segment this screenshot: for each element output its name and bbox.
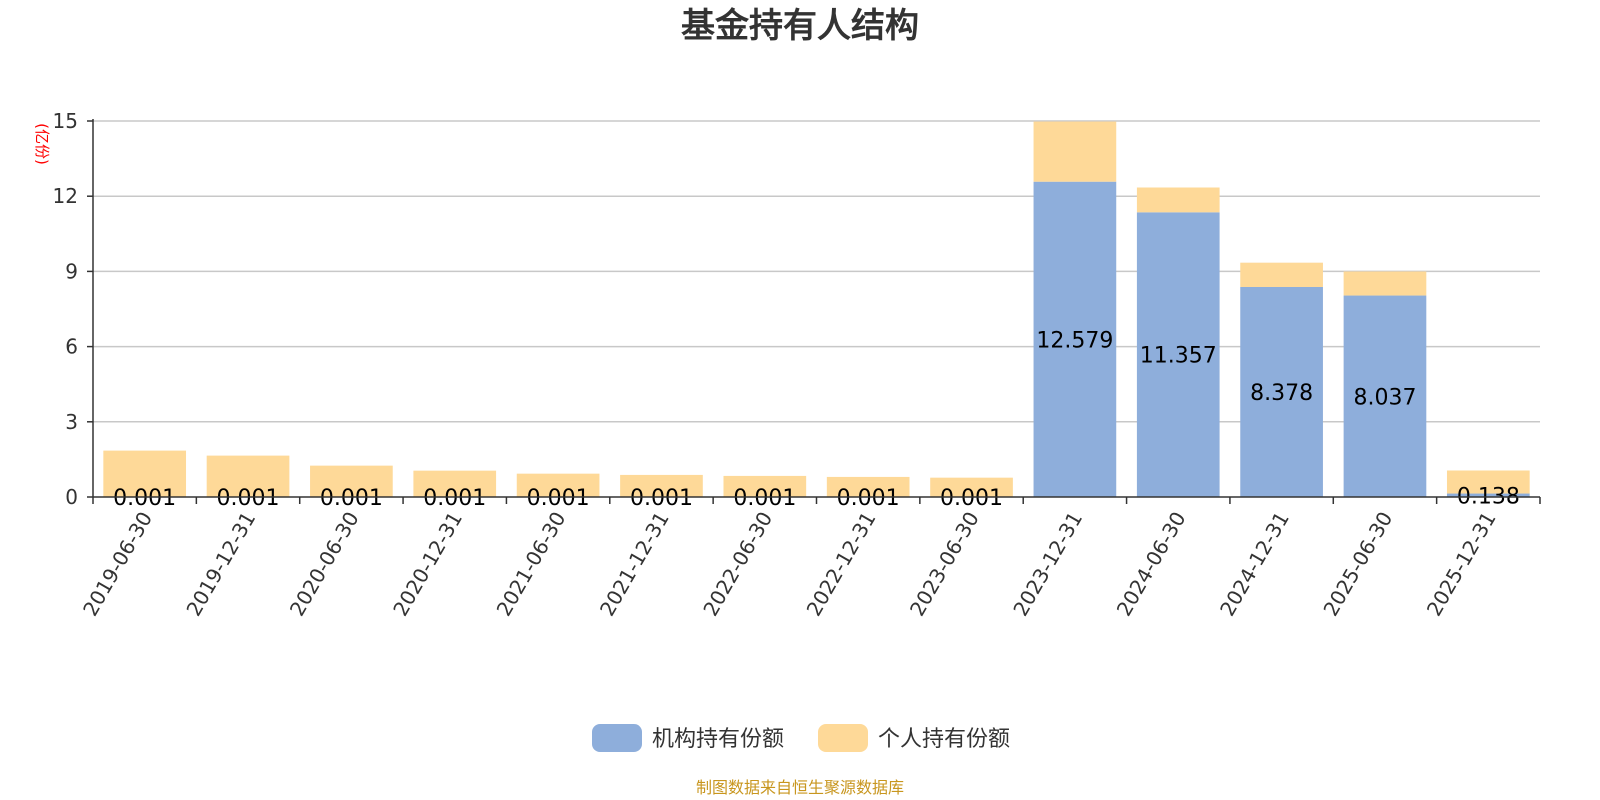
bar-individual: [1343, 271, 1427, 296]
x-tick-label: 2020-12-31: [388, 508, 467, 621]
data-label-institutional: 0.001: [423, 486, 486, 511]
data-label-institutional: 8.037: [1353, 385, 1416, 410]
data-label-institutional: 0.001: [630, 486, 693, 511]
y-tick-label: 0: [65, 485, 78, 509]
legend-swatch: [818, 724, 868, 752]
bar-institutional: [1033, 181, 1117, 497]
bar-individual: [413, 470, 497, 497]
data-label-institutional: 0.001: [320, 486, 383, 511]
y-tick-label: 12: [53, 184, 78, 208]
bar-institutional: [1136, 212, 1220, 497]
legend-swatch: [592, 724, 642, 752]
data-label-institutional: 12.579: [1036, 328, 1113, 353]
x-tick-label: 2023-12-31: [1008, 508, 1087, 621]
bar-individual: [310, 465, 393, 497]
data-label-institutional: 0.001: [113, 486, 176, 511]
x-tick-label: 2020-06-30: [285, 508, 364, 621]
data-label-institutional: 0.001: [940, 486, 1003, 511]
bar-individual: [1446, 470, 1530, 494]
y-tick-label: 6: [65, 335, 78, 359]
chart-title: 基金持有人结构: [681, 6, 919, 46]
bar-individual: [103, 450, 187, 497]
x-tick-label: 2024-06-30: [1112, 508, 1191, 621]
bar-individual: [723, 475, 807, 497]
bar-individual: [930, 477, 1013, 497]
data-label-institutional: 0.001: [217, 486, 280, 511]
x-tick-label: 2019-12-31: [181, 508, 260, 621]
data-label-institutional: 11.357: [1140, 344, 1217, 369]
data-label-institutional: 0.001: [527, 486, 590, 511]
x-tick-label: 2019-06-30: [78, 508, 157, 621]
y-tick-label: 3: [65, 410, 78, 434]
bar-individual: [1240, 262, 1323, 287]
bar-institutional: [1343, 295, 1427, 497]
y-tick-label: 9: [65, 259, 78, 283]
data-labels: 0.001 0.001 0.001 0.001 0.001 0.001 0.001 0.001…: [113, 328, 1520, 511]
x-tick-label: 2022-06-30: [698, 508, 777, 621]
legend-item-individual[interactable]: 个人持有份额: [818, 724, 1010, 752]
x-tick-label: 2025-06-30: [1318, 508, 1397, 621]
x-tick-label: 2024-12-31: [1215, 508, 1294, 621]
bar-individual: [516, 473, 600, 497]
data-label-institutional: 0.001: [837, 486, 900, 511]
data-label-institutional: 8.378: [1250, 381, 1313, 406]
bar-individual: [620, 474, 703, 497]
legend-label: 个人持有份额: [878, 727, 1010, 752]
legend-item-institutional[interactable]: 机构持有份额: [592, 724, 784, 752]
x-tick-label: 2021-06-30: [492, 508, 571, 621]
bar-individual: [826, 476, 910, 497]
bar-institutional: [1240, 286, 1323, 497]
x-tick-label: 2021-12-31: [595, 508, 674, 621]
bar-individual: [206, 455, 290, 497]
x-tick-label: 2023-06-30: [905, 508, 984, 621]
bar-individual: [1136, 187, 1220, 213]
x-tick-label: 2022-12-31: [802, 508, 881, 621]
bars: [103, 121, 1530, 497]
legend-label: 机构持有份额: [652, 727, 784, 752]
data-label-institutional: 0.001: [733, 486, 796, 511]
x-tick-label: 2025-12-31: [1422, 508, 1501, 621]
source-note: 制图数据来自恒生聚源数据库: [696, 778, 904, 797]
y-tick-label: 15: [53, 109, 78, 133]
y-axis-unit-label: (亿份): [33, 123, 51, 165]
legend[interactable]: 机构持有份额 个人持有份额: [592, 724, 1010, 752]
bar-individual: [1033, 121, 1117, 182]
bar-institutional: [1446, 493, 1530, 497]
